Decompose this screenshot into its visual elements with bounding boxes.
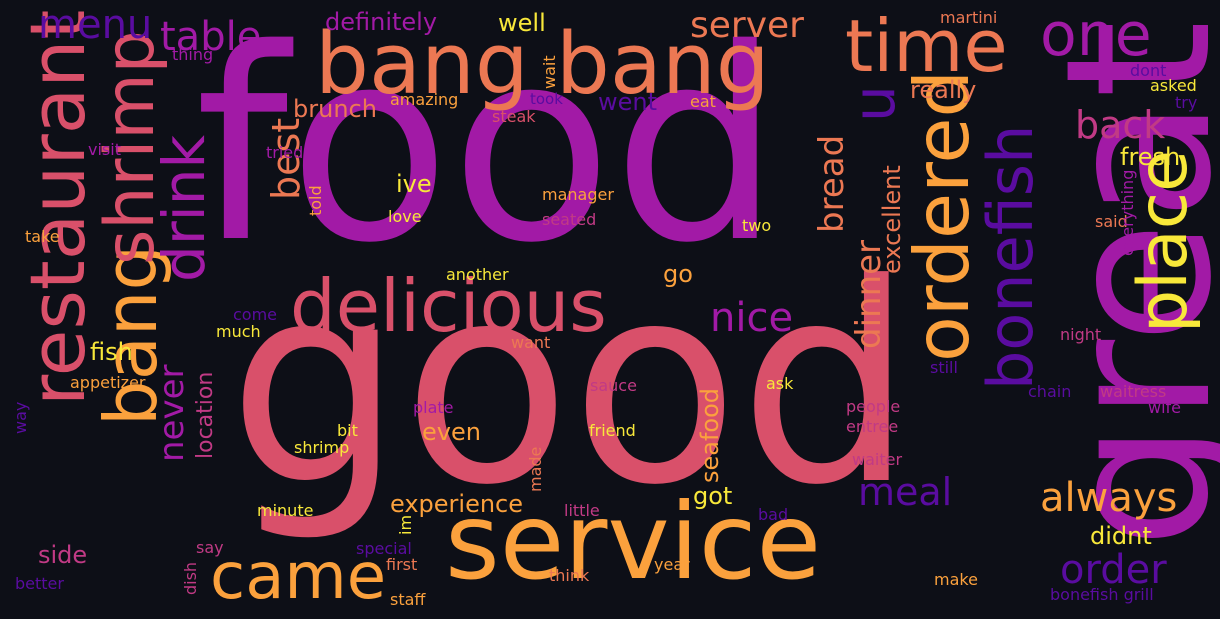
word-server: server (690, 5, 804, 46)
word-time: time (845, 4, 1008, 88)
word-meal: meal (858, 470, 953, 514)
word-experience: experience (390, 490, 524, 518)
word-always: always (1040, 475, 1178, 521)
word-asked: asked (1150, 76, 1197, 95)
word-amazing: amazing (390, 90, 459, 109)
word-take: take (25, 227, 60, 246)
word-wait: wait (540, 55, 559, 89)
word-first: first (386, 555, 418, 574)
word-bad: bad (758, 505, 789, 524)
word-went: went (598, 88, 658, 116)
word-eat: eat (690, 92, 716, 111)
word-another: another (446, 265, 509, 284)
word-table: table (160, 14, 262, 60)
word-love: love (388, 207, 422, 226)
word-sauce: sauce (590, 376, 637, 395)
word-fish: fish (90, 338, 133, 366)
word-excellent: excellent (878, 165, 906, 274)
word-got: got (693, 482, 733, 510)
word-brunch: brunch (293, 95, 377, 123)
word-definitely: definitely (325, 8, 438, 36)
word-better: better (15, 574, 64, 593)
word-appetizer: appetizer (70, 373, 146, 392)
word-even: even (422, 418, 481, 446)
word-special: special (356, 539, 412, 558)
word-waitress: waitress (1100, 382, 1167, 401)
word-made: made (526, 446, 545, 492)
word-nice: nice (710, 295, 794, 341)
word-restaurant: restaurant (13, 9, 102, 406)
word-say: say (196, 538, 224, 557)
word-everything: everything (1118, 169, 1137, 256)
word-said: said (1095, 212, 1128, 231)
word-ordered: ordered (898, 69, 986, 362)
word-well: well (498, 9, 546, 37)
word-ive: ive (396, 170, 432, 198)
word-took: took (530, 90, 563, 108)
word-martini: martini (940, 8, 998, 27)
word-side: side (38, 541, 88, 569)
word-visit: visit (88, 140, 121, 159)
word-plate: plate (413, 398, 454, 417)
word-year: year (654, 555, 690, 574)
word-bang-bang: bang bang (315, 15, 770, 114)
word-two: two (742, 216, 772, 235)
word-want: want (511, 333, 551, 352)
word-manager: manager (542, 185, 614, 204)
word-didnt: didnt (1090, 522, 1152, 550)
word-bonefish: bonefish (974, 124, 1047, 390)
word-still: still (930, 358, 958, 377)
word-go: go (663, 260, 693, 288)
word-thing: thing (172, 45, 214, 64)
word-fresh: fresh (1120, 143, 1181, 171)
word-make: make (934, 570, 978, 589)
word-food: food (195, 0, 781, 301)
word-night: night (1060, 325, 1102, 344)
word-steak: steak (492, 107, 536, 126)
word-back: back (1075, 103, 1166, 147)
word-bread: bread (812, 134, 852, 233)
word-never: never (152, 364, 192, 462)
word-wife: wife (1148, 398, 1182, 417)
word-think: think (549, 566, 590, 585)
word-come: come (233, 305, 278, 324)
word-little: little (564, 501, 600, 520)
word-dish: dish (181, 561, 200, 595)
word-u: u (840, 85, 908, 122)
word-ask: ask (766, 374, 794, 393)
word-location: location (193, 371, 218, 459)
word-seated: seated (542, 210, 597, 229)
word-minute: minute (257, 501, 314, 520)
word-bit: bit (337, 421, 358, 440)
word-shrimp: shrimp (294, 438, 350, 457)
word-really: really (910, 76, 977, 104)
word-tried: tried (266, 143, 304, 162)
word-place: place (1124, 150, 1203, 333)
word-waiter: waiter (852, 450, 903, 469)
word-dont: dont (1130, 61, 1167, 80)
word-bonefish-grill: bonefish grill (1050, 585, 1154, 604)
word-seafood: seafood (696, 387, 724, 483)
word-people: people (846, 397, 901, 416)
word-im: im (396, 514, 415, 535)
word-try: try (1175, 93, 1198, 112)
word-drink: drink (150, 134, 218, 282)
word-entree: entree (846, 417, 899, 436)
word-one: one (1040, 0, 1152, 70)
word-menu: menu (38, 2, 153, 48)
word-came: came (210, 540, 387, 614)
word-order: order (1060, 547, 1167, 593)
word-chain: chain (1028, 382, 1072, 401)
word-service: service (445, 481, 822, 603)
word-much: much (216, 322, 261, 341)
word-staff: staff (390, 590, 426, 609)
word-way: way (11, 401, 30, 434)
word-delicious: delicious (290, 264, 607, 348)
word-friend: friend (589, 421, 636, 440)
word-told: told (306, 185, 325, 216)
word-good: good (228, 225, 914, 545)
